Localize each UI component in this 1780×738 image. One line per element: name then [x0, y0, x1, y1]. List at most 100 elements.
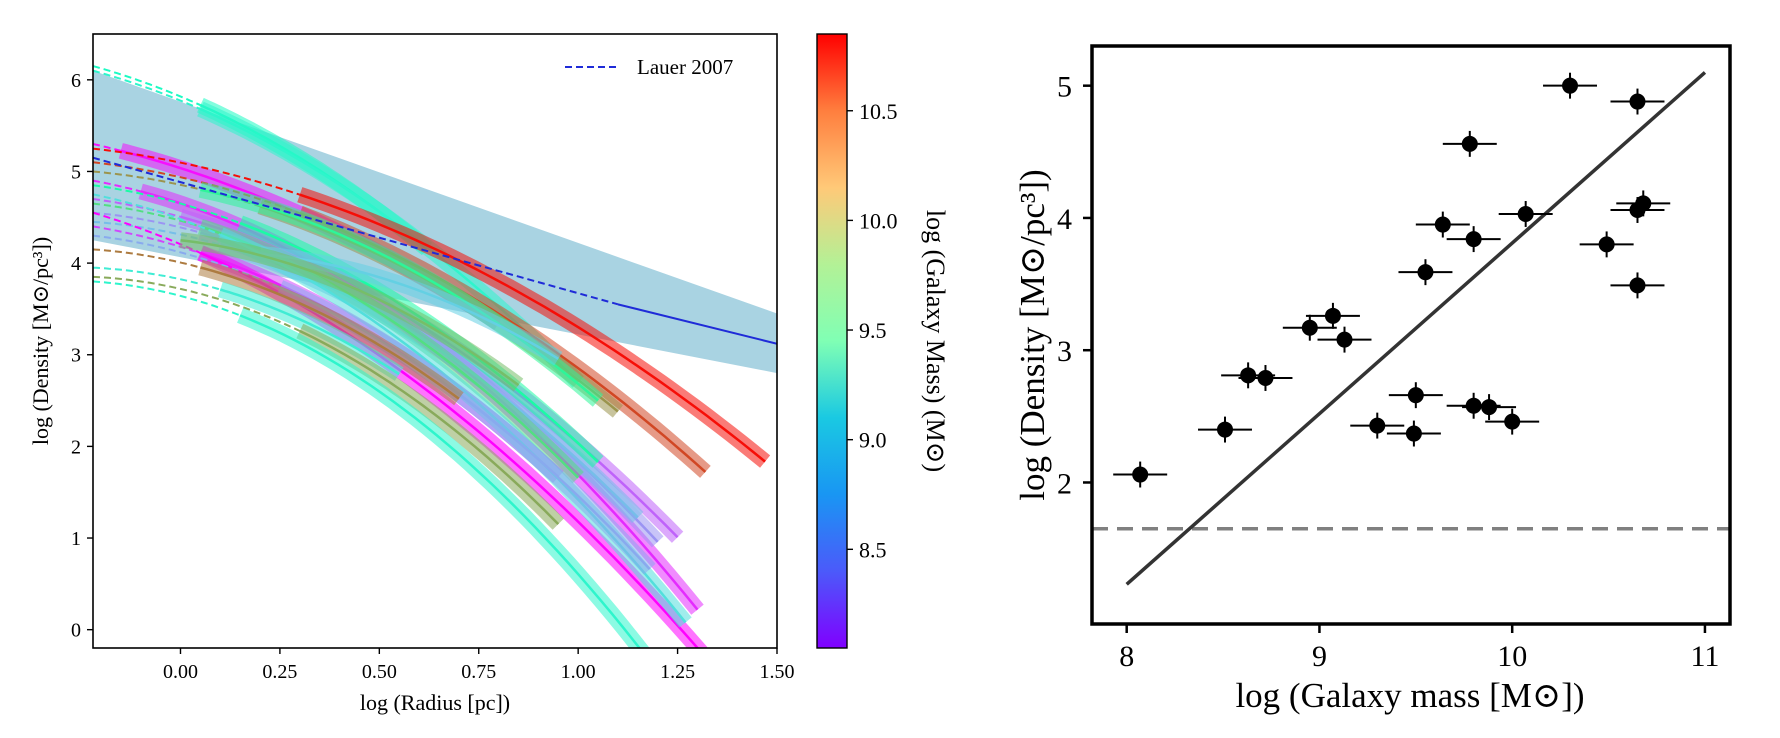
left-y-tick-label: 4: [71, 253, 81, 275]
data-point: [1388, 382, 1443, 409]
data-point: [1610, 272, 1665, 299]
profile-extrapolation: [93, 170, 261, 208]
left-x-tick-label: 1.25: [660, 661, 695, 683]
right-x-tick-label: 11: [1690, 640, 1719, 673]
left-x-tick-label: 1.50: [760, 661, 795, 683]
left-x-tick-label: 0.50: [362, 661, 397, 683]
data-point: [1442, 130, 1497, 157]
reference-line-layer: [93, 156, 777, 345]
profile-extrapolation: [93, 179, 141, 193]
colorbar-tick-label: 10.5: [859, 99, 898, 124]
point-marker: [1324, 307, 1341, 324]
data-point: [1543, 72, 1598, 99]
fit-line: [1125, 71, 1707, 586]
profile-extrapolation: [93, 69, 201, 110]
left-x-tick-label: 0.25: [262, 661, 297, 683]
point-marker: [1240, 367, 1257, 384]
point-marker: [1629, 93, 1646, 110]
profile-extrapolation: [93, 193, 221, 236]
right-x-axis-ticks: 8 9 10 11: [1119, 624, 1719, 673]
profile-extrapolation: [93, 147, 301, 196]
point-marker: [1465, 231, 1482, 248]
colorbar-ticks: 8.5 9.0 9.5 10.0 10.5: [847, 99, 898, 562]
data-point: [1415, 211, 1470, 238]
point-marker: [1216, 421, 1233, 438]
profile-line: [180, 238, 520, 387]
profile-extrapolation: [93, 211, 201, 254]
point-marker: [1461, 135, 1478, 152]
profile-extrapolation: [93, 65, 201, 107]
point-marker: [1369, 417, 1386, 434]
right-y-axis-ticks: 2 3 4 5: [1057, 71, 1092, 500]
right-plot-frame: [1090, 44, 1732, 626]
point-marker: [1635, 195, 1652, 212]
point-marker: [1336, 331, 1353, 348]
colorbar-gradient: [816, 33, 848, 649]
left-y-tick-label: 3: [71, 345, 81, 367]
profile-line: [299, 193, 766, 463]
point-marker: [1407, 387, 1424, 404]
data-point: [1462, 394, 1517, 421]
right-y-tick-label: 4: [1057, 203, 1072, 236]
profile-line: [259, 252, 559, 360]
left-y-tick-label: 5: [71, 161, 81, 183]
data-point: [1282, 314, 1337, 341]
point-marker: [1417, 264, 1434, 281]
data-point: [1350, 412, 1405, 439]
scatter-points-layer: [1113, 72, 1671, 488]
profile-extrapolation: [93, 248, 201, 269]
point-marker: [1629, 277, 1646, 294]
density-profiles-layer: [93, 65, 771, 648]
right-x-tick-label: 9: [1312, 640, 1327, 673]
profile-extrapolation: [93, 211, 201, 234]
data-point: [1485, 408, 1540, 435]
profile-line: [219, 288, 400, 376]
point-marker: [1434, 216, 1451, 233]
lauer-line-dashed: [93, 156, 619, 306]
point-marker: [1405, 425, 1422, 442]
point-marker: [1562, 77, 1579, 94]
legend-label-lauer: Lauer 2007: [637, 55, 733, 79]
point-marker: [1598, 236, 1615, 253]
data-point: [1113, 461, 1168, 488]
data-point: [1238, 365, 1293, 391]
right-x-axis-label: log (Galaxy mass [M⊙]): [1235, 676, 1584, 715]
right-y-tick-label: 2: [1057, 467, 1072, 500]
density-profile-chart: 0.00 0.25 0.50 0.75 1.00 1.25 1.50 0 1 2 3 4 5 6 log…: [28, 33, 795, 715]
profile-line: [239, 314, 642, 648]
data-point: [1446, 226, 1501, 253]
left-x-tick-label: 0.75: [461, 661, 496, 683]
right-x-tick-label: 10: [1497, 640, 1527, 673]
left-x-axis-label: log (Radius [pc]): [360, 690, 510, 715]
left-x-tick-label: 0.00: [163, 661, 198, 683]
right-y-tick-label: 3: [1057, 335, 1072, 368]
colorbar-label: log (Galaxy Mass) (M⊙): [921, 210, 950, 472]
left-y-axis-ticks: 0 1 2 3 4 5 6: [71, 70, 93, 642]
profile-extrapolation: [93, 275, 301, 332]
point-marker: [1504, 413, 1521, 430]
data-point: [1579, 231, 1634, 258]
right-x-tick-label: 8: [1119, 640, 1134, 673]
point-marker: [1517, 205, 1534, 222]
point-marker: [1301, 319, 1318, 336]
mass-density-scatter-chart: 8 9 10 11 2 3 4 5 log (Galaxy mass [M⊙]) log (…: [1013, 44, 1732, 715]
left-plot-frame: [92, 33, 778, 649]
data-point: [1616, 190, 1671, 217]
left-y-tick-label: 1: [71, 528, 81, 550]
colorbar-tick-label: 9.5: [859, 318, 887, 343]
profile-extrapolation: [93, 198, 181, 218]
data-point: [1498, 201, 1553, 227]
profile-extrapolation: [93, 280, 241, 317]
colorbar-tick-label: 8.5: [859, 537, 887, 562]
legend: Lauer 2007: [565, 55, 733, 79]
point-marker: [1257, 369, 1274, 386]
colorbar-tick-label: 9.0: [859, 428, 887, 453]
point-marker: [1465, 397, 1482, 414]
colorbar-tick-label: 10.0: [859, 208, 898, 233]
data-point: [1386, 420, 1441, 447]
left-y-tick-label: 6: [71, 70, 81, 92]
data-point: [1198, 416, 1252, 443]
profile-extrapolation: [93, 184, 241, 225]
left-y-tick-label: 2: [71, 436, 81, 458]
colorbar: 8.5 9.0 9.5 10.0 10.5 log (Galaxy Mass) (M⊙): [816, 33, 950, 649]
